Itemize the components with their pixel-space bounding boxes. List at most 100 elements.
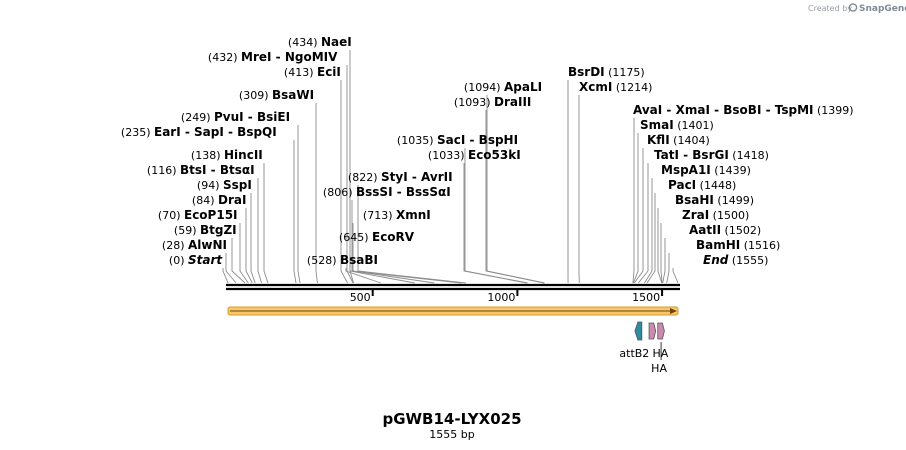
site-label-left-4-drai[interactable]: (84) DraI	[192, 193, 247, 207]
site-position: (138)	[191, 149, 224, 162]
site-label-mid-3-bsssi[interactable]: (806) BssSI - BssSαI	[323, 185, 451, 199]
site-right-12-end[interactable]: End (1555)	[703, 253, 768, 267]
site-label-mid-0-bsabi[interactable]: (528) BsaBI	[307, 253, 378, 267]
site-right-3-smai[interactable]: SmaI (1401)	[640, 118, 714, 132]
site-left-10-bsawi[interactable]: (309) BsaWI	[239, 88, 314, 102]
site-label-left-5-sspi[interactable]: (94) SspI	[197, 178, 252, 192]
site-label-mid-8-apali[interactable]: (1094) ApaLI	[464, 80, 542, 94]
site-name: TspMI	[775, 103, 814, 117]
leader-right-6-mspa1i	[644, 178, 653, 284]
site-label-right-11-bamhi[interactable]: BamHI (1516)	[696, 238, 780, 252]
site-mid-5-eco53ki[interactable]: (1033) Eco53kI	[428, 148, 521, 162]
feature-ha-1[interactable]	[648, 322, 657, 340]
site-left-11-ecii[interactable]: (413) EciI	[284, 65, 341, 79]
site-label-right-1-xcmi[interactable]: XcmI (1214)	[579, 80, 652, 94]
leader-right-12-end	[672, 268, 679, 284]
site-right-11-bamhi[interactable]: BamHI (1516)	[696, 238, 780, 252]
site-label-left-12-mrei[interactable]: (432) MreI - NgoMIV	[208, 50, 338, 64]
site-mid-8-apali[interactable]: (1094) ApaLI	[464, 80, 542, 94]
site-label-mid-1-ecorv[interactable]: (645) EcoRV	[339, 230, 415, 244]
site-label-left-8-eari[interactable]: (235) EarI - SapI - BspQI	[121, 125, 277, 139]
site-label-left-6-btsi[interactable]: (116) BtsI - BtsαI	[147, 163, 255, 177]
site-right-7-paci[interactable]: PacI (1448)	[668, 178, 736, 192]
site-label-right-3-smai[interactable]: SmaI (1401)	[640, 118, 714, 132]
site-right-4-kfli[interactable]: KflI (1404)	[647, 133, 710, 147]
leader-mid-8-apali	[486, 95, 545, 284]
site-label-mid-5-eco53ki[interactable]: (1033) Eco53kI	[428, 148, 521, 162]
site-name: PvuI	[214, 110, 244, 124]
site-label-left-9-pvui[interactable]: (249) PvuI - BsiEI	[181, 110, 290, 124]
site-label-left-10-bsawi[interactable]: (309) BsaWI	[239, 88, 314, 102]
site-position: (432)	[208, 51, 241, 64]
site-left-3-ecop15i[interactable]: (70) EcoP15I	[158, 208, 238, 222]
site-mid-0-bsabi[interactable]: (528) BsaBI	[307, 253, 378, 267]
site-label-right-8-bsahi[interactable]: BsaHI (1499)	[675, 193, 754, 207]
site-label-right-7-paci[interactable]: PacI (1448)	[668, 178, 736, 192]
site-left-4-drai[interactable]: (84) DraI	[192, 193, 247, 207]
site-position: (1033)	[428, 149, 468, 162]
site-position: (528)	[307, 254, 340, 267]
site-mid-6-saci[interactable]: (1035) SacI - BspHI	[397, 133, 518, 147]
site-label-mid-6-saci[interactable]: (1035) SacI - BspHI	[397, 133, 518, 147]
site-label-left-13-naei[interactable]: (434) NaeI	[288, 35, 352, 49]
feature-ha-2[interactable]	[657, 322, 665, 340]
site-label-mid-7-draiii[interactable]: (1093) DraIII	[454, 95, 531, 109]
site-name: EcoRV	[372, 230, 415, 244]
site-right-10-aatii[interactable]: AatII (1502)	[689, 223, 761, 237]
site-name: XmaI	[676, 103, 710, 117]
site-left-5-sspi[interactable]: (94) SspI	[197, 178, 252, 192]
site-left-8-eari[interactable]: (235) EarI - SapI - BspQI	[121, 125, 277, 139]
site-mid-1-ecorv[interactable]: (645) EcoRV	[339, 230, 415, 244]
site-position: (822)	[348, 171, 381, 184]
site-label-right-9-zrai[interactable]: ZraI (1500)	[682, 208, 749, 222]
site-right-0-bsrdi[interactable]: BsrDI (1175)	[568, 65, 645, 79]
site-label-right-10-aatii[interactable]: AatII (1502)	[689, 223, 761, 237]
site-left-6-btsi[interactable]: (116) BtsI - BtsαI	[147, 163, 255, 177]
site-label-right-0-bsrdi[interactable]: BsrDI (1175)	[568, 65, 645, 79]
leader-right-11-bamhi	[666, 253, 670, 284]
site-position: (1399)	[814, 104, 854, 117]
site-label-right-6-mspa1i[interactable]: MspA1I (1439)	[661, 163, 751, 177]
site-label-right-2-avai[interactable]: AvaI - XmaI - BsoBI - TspMI (1399)	[633, 103, 854, 117]
site-position: (1516)	[740, 239, 780, 252]
site-label-left-7-hincii[interactable]: (138) HincII	[191, 148, 263, 162]
leader-left-2-btgzi	[231, 238, 246, 284]
site-left-12-mrei[interactable]: (432) MreI - NgoMIV	[208, 50, 338, 64]
site-left-9-pvui[interactable]: (249) PvuI - BsiEI	[181, 110, 290, 124]
site-right-1-xcmi[interactable]: XcmI (1214)	[579, 80, 652, 94]
site-left-0-start[interactable]: (0) Start	[169, 253, 223, 267]
site-label-mid-4-styi[interactable]: (822) StyI - AvrII	[348, 170, 453, 184]
site-left-1-alwni[interactable]: (28) AlwNI	[162, 238, 227, 252]
leader-mid-5-eco53ki	[463, 163, 528, 284]
orf-feature[interactable]	[227, 306, 679, 316]
site-left-13-naei[interactable]: (434) NaeI	[288, 35, 352, 49]
site-name: AlwNI	[188, 238, 227, 252]
site-left-2-btgzi[interactable]: (59) BtgZI	[174, 223, 237, 237]
site-mid-2-xmni[interactable]: (713) XmnI	[363, 208, 431, 222]
site-right-8-bsahi[interactable]: BsaHI (1499)	[675, 193, 754, 207]
site-left-7-hincii[interactable]: (138) HincII	[191, 148, 263, 162]
site-label-left-11-ecii[interactable]: (413) EciI	[284, 65, 341, 79]
site-right-9-zrai[interactable]: ZraI (1500)	[682, 208, 749, 222]
site-mid-4-styi[interactable]: (822) StyI - AvrII	[348, 170, 453, 184]
site-label-right-12-end[interactable]: End (1555)	[703, 253, 768, 267]
site-label-left-1-alwni[interactable]: (28) AlwNI	[162, 238, 227, 252]
leader-right-3-smai	[633, 133, 639, 284]
site-label-left-0-start[interactable]: (0) Start	[169, 253, 223, 267]
site-sep: -	[662, 103, 675, 117]
site-name: MreI	[241, 50, 271, 64]
site-mid-3-bsssi[interactable]: (806) BssSI - BssSαI	[323, 185, 451, 199]
site-right-2-avai[interactable]: AvaI - XmaI - BsoBI - TspMI (1399)	[633, 103, 854, 117]
site-label-mid-2-xmni[interactable]: (713) XmnI	[363, 208, 431, 222]
site-label-right-5-tati[interactable]: TatI - BsrGI (1418)	[654, 148, 769, 162]
site-label-left-2-btgzi[interactable]: (59) BtgZI	[174, 223, 237, 237]
site-right-5-tati[interactable]: TatI - BsrGI (1418)	[654, 148, 769, 162]
site-label-left-3-ecop15i[interactable]: (70) EcoP15I	[158, 208, 238, 222]
site-right-6-mspa1i[interactable]: MspA1I (1439)	[661, 163, 751, 177]
sequence-backbone	[226, 283, 680, 291]
site-mid-7-draiii[interactable]: (1093) DraIII	[454, 95, 531, 109]
site-label-right-4-kfli[interactable]: KflI (1404)	[647, 133, 710, 147]
feature-attb2-0[interactable]	[634, 321, 643, 341]
site-name: BsiEI	[257, 110, 290, 124]
site-name: BssSI	[356, 185, 393, 199]
